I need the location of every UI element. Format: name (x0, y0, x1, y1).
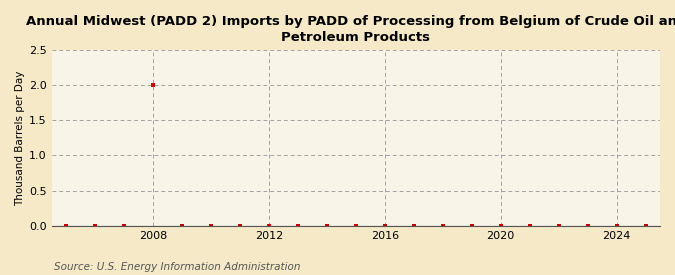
Y-axis label: Thousand Barrels per Day: Thousand Barrels per Day (15, 70, 25, 205)
Title: Annual Midwest (PADD 2) Imports by PADD of Processing from Belgium of Crude Oil : Annual Midwest (PADD 2) Imports by PADD … (26, 15, 675, 45)
Text: Source: U.S. Energy Information Administration: Source: U.S. Energy Information Administ… (54, 262, 300, 272)
